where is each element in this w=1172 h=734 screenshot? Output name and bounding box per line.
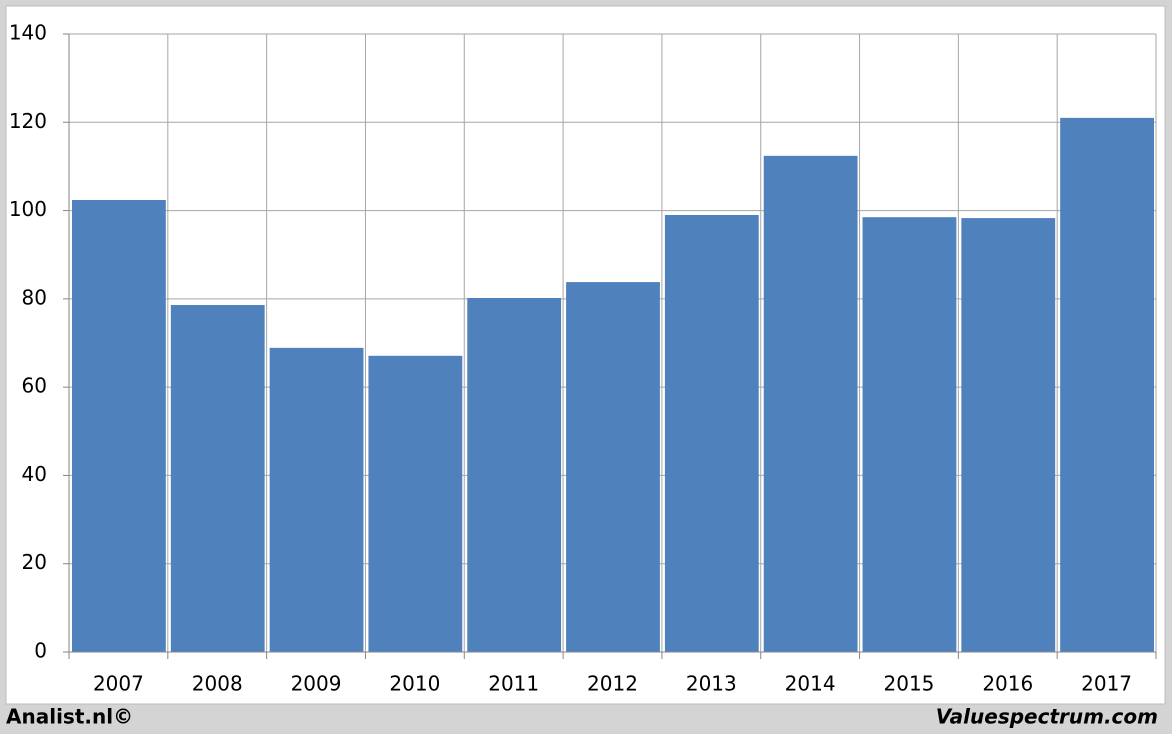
x-tick-label: 2007 (93, 672, 144, 696)
x-tick-label: 2009 (291, 672, 342, 696)
bar (368, 355, 463, 652)
x-tick-label: 2011 (488, 672, 539, 696)
x-tick-label: 2013 (686, 672, 737, 696)
bar (72, 199, 166, 652)
y-tick-label: 60 (22, 374, 47, 398)
y-tick-label: 80 (22, 285, 47, 309)
x-tick-label: 2012 (587, 672, 638, 696)
x-tick-label: 2016 (982, 672, 1033, 696)
bar (170, 305, 265, 652)
bar (664, 214, 759, 652)
bar (961, 218, 1056, 652)
bar (566, 282, 660, 652)
credit-right: Valuespectrum.com (936, 705, 1158, 729)
x-tick-label: 2014 (785, 672, 836, 696)
bar (269, 347, 364, 652)
y-tick-label: 20 (22, 550, 47, 574)
x-tick-label: 2010 (389, 672, 440, 696)
credit-left: Analist.nl© (6, 705, 133, 729)
y-tick-label: 0 (34, 639, 47, 663)
y-tick-label: 100 (9, 197, 47, 221)
y-tick-label: 40 (22, 462, 47, 486)
x-tick-label: 2017 (1081, 672, 1132, 696)
x-tick-label: 2015 (884, 672, 935, 696)
bar (1060, 117, 1154, 652)
bar (862, 217, 957, 652)
x-tick-label: 2008 (192, 672, 243, 696)
y-tick-label: 120 (9, 109, 47, 133)
y-tick-label: 140 (9, 21, 47, 45)
bar (467, 297, 562, 652)
bar (763, 155, 858, 652)
